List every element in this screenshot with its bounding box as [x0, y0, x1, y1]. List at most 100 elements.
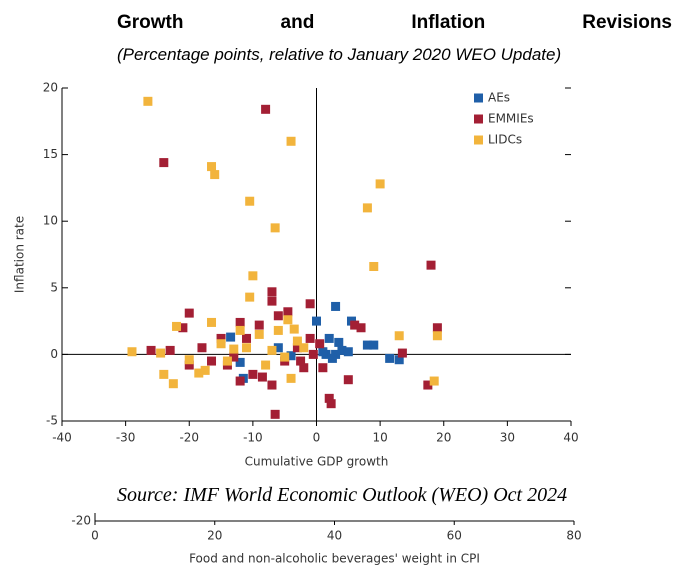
data-point: [394, 331, 404, 341]
x-axis-label: Food and non-alcoholic beverages' weight…: [189, 552, 480, 566]
data-point: [216, 333, 226, 343]
data-point: [248, 271, 258, 281]
data-point: [318, 347, 328, 357]
data-point: [143, 96, 153, 106]
legend-swatch: [474, 114, 483, 124]
y-tick-label: 20: [43, 81, 58, 95]
data-point: [194, 368, 204, 378]
data-point: [184, 360, 194, 370]
data-point: [394, 355, 404, 365]
data-point: [178, 323, 188, 333]
data-point: [315, 339, 325, 349]
data-point: [261, 104, 271, 114]
data-point: [432, 323, 442, 333]
data-point: [397, 348, 407, 358]
data-point: [362, 340, 372, 350]
data-point: [308, 349, 318, 359]
data-point: [292, 336, 302, 346]
data-point: [273, 325, 283, 335]
x-tick-label: 80: [566, 529, 581, 543]
x-tick-label: 10: [372, 431, 387, 445]
data-point: [369, 261, 379, 271]
y-tick-label: -5: [46, 414, 58, 428]
data-point: [245, 196, 255, 206]
x-tick-label: -30: [116, 431, 136, 445]
data-point: [184, 355, 194, 365]
data-point: [362, 203, 372, 213]
data-point: [261, 360, 271, 370]
x-tick-label: 0: [313, 431, 321, 445]
x-tick-label: 60: [447, 529, 462, 543]
data-point: [318, 363, 328, 373]
data-point: [343, 375, 353, 385]
data-point: [296, 356, 306, 366]
data-point: [283, 315, 293, 325]
data-point: [207, 162, 217, 172]
data-point: [331, 301, 341, 311]
data-point: [235, 325, 245, 335]
data-point: [375, 179, 385, 189]
y-tick-label: -20: [71, 514, 91, 528]
data-point: [248, 369, 258, 379]
data-point: [267, 296, 277, 306]
data-point: [229, 352, 239, 362]
data-point: [286, 136, 296, 146]
data-point: [235, 357, 245, 367]
x-tick-label: 20: [436, 431, 451, 445]
data-point: [267, 287, 277, 297]
data-point: [254, 329, 264, 339]
x-tick-label: 40: [563, 431, 578, 445]
x-tick-label: 30: [500, 431, 515, 445]
data-point: [334, 337, 344, 347]
legend-label: AEs: [488, 91, 510, 105]
data-point: [324, 393, 334, 403]
data-point: [423, 380, 433, 390]
data-point: [172, 321, 182, 331]
data-point: [165, 345, 175, 355]
data-point: [267, 345, 277, 355]
data-point: [299, 363, 309, 373]
x-tick-label: 20: [207, 529, 222, 543]
data-point: [429, 376, 439, 386]
data-point: [207, 356, 217, 366]
data-point: [184, 308, 194, 318]
data-point: [254, 320, 264, 330]
data-point: [267, 380, 277, 390]
data-point: [326, 399, 336, 409]
data-point: [222, 356, 232, 366]
chart-subtitle: (Percentage points, relative to January …: [117, 45, 562, 64]
y-tick-label: 10: [43, 214, 58, 228]
y-tick-label: 15: [43, 147, 58, 161]
data-point: [270, 409, 280, 419]
x-tick-label: 40: [327, 529, 342, 543]
data-point: [159, 369, 169, 379]
x-tick-label: -40: [52, 431, 72, 445]
data-point: [327, 353, 337, 363]
data-point: [159, 158, 169, 168]
data-point: [292, 343, 302, 353]
x-axis-label: Cumulative GDP growth: [245, 455, 389, 469]
data-point: [289, 324, 299, 334]
data-point: [350, 320, 360, 330]
data-point: [207, 317, 217, 327]
legend-swatch: [474, 93, 483, 103]
data-point: [356, 323, 366, 333]
data-point: [226, 332, 236, 342]
data-point: [235, 317, 245, 327]
data-point: [235, 376, 245, 386]
data-point: [432, 331, 442, 341]
data-point: [270, 223, 280, 233]
data-point: [257, 372, 267, 382]
x-tick-label: -20: [179, 431, 199, 445]
legend-label: EMMIEs: [488, 112, 534, 126]
data-point: [245, 292, 255, 302]
data-point: [337, 345, 347, 355]
data-point: [312, 316, 321, 326]
data-point: [210, 170, 220, 180]
data-point: [156, 348, 166, 358]
legend-swatch: [474, 135, 483, 145]
data-point: [200, 365, 210, 375]
source-note: Source: IMF World Economic Outlook (WEO)…: [117, 484, 568, 506]
data-point: [283, 307, 293, 317]
x-tick-label: 0: [91, 529, 99, 543]
